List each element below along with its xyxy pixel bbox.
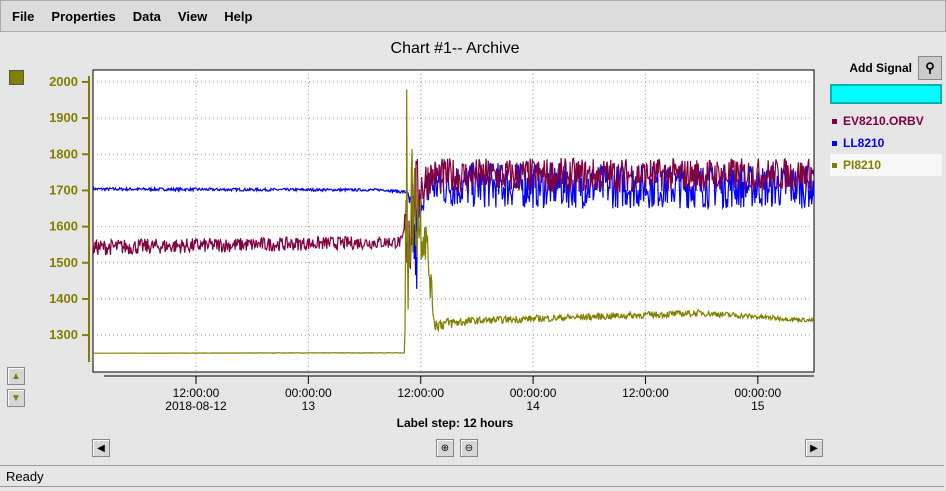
x-tick-label: 12:00:00 [622,386,669,400]
arrow-down-icon: ▼ [11,392,21,404]
y-tick-label: 1600 [49,219,78,234]
legend-item-ev8210[interactable]: EV8210.ORBV [830,110,942,132]
zoom-out-button[interactable]: ⊖ [460,439,478,457]
signal-input[interactable] [830,84,942,104]
y-tick-label: 2000 [49,74,78,89]
legend-marker [832,140,837,146]
zoom-in-icon: ⊕ [440,442,450,454]
y-tick-label: 1500 [49,255,78,270]
y-tick-label: 1800 [49,146,78,161]
x-tick-date-label: 14 [526,399,540,413]
status-bar: Ready [0,465,944,487]
y-tick-label: 1300 [49,327,78,342]
series-line-pi8210 [93,89,815,354]
legend-marker [832,162,837,168]
x-tick-label: 12:00:00 [173,386,220,400]
y-tick-label: 1400 [49,291,78,306]
menu-help[interactable]: Help [224,8,253,24]
menu-file[interactable]: File [12,8,35,24]
scroll-down-button[interactable]: ▼ [7,389,25,407]
series-line-ll8210 [92,162,815,289]
x-tick-date-label: 2018-08-12 [165,399,227,413]
legend-label: EV8210.ORBV [843,114,924,128]
legend-item-pi8210[interactable]: PI8210 [830,154,942,176]
pan-left-button[interactable]: ◀ [92,439,110,457]
legend-label: PI8210 [843,158,882,172]
x-tick-label: 12:00:00 [397,386,444,400]
signal-panel: Add Signal ⚲ EV8210.ORBV LL8210 PI8210 [830,56,942,176]
arrow-left-icon: ◀ [97,442,105,454]
x-tick-label: 00:00:00 [510,386,557,400]
menu-bar: File Properties Data View Help [0,0,946,32]
legend-label: LL8210 [843,136,885,150]
arrow-right-icon: ▶ [810,442,818,454]
add-signal-label: Add Signal [849,61,912,75]
x-tick-date-label: 15 [751,399,765,413]
scroll-up-button[interactable]: ▲ [7,367,25,385]
x-tick-date-label: 13 [302,399,316,413]
binoculars-icon: ⚲ [925,60,935,75]
y-tick-label: 1900 [49,110,78,125]
legend-item-ll8210[interactable]: LL8210 [830,132,942,154]
legend-marker [832,118,837,124]
series-line-ev8210-orbv [92,157,815,269]
x-tick-label: 00:00:00 [734,386,781,400]
zoom-out-icon: ⊖ [464,442,474,454]
plot-area [92,69,815,373]
menu-view[interactable]: View [177,8,208,24]
menu-properties[interactable]: Properties [51,8,116,24]
axis-color-swatch[interactable] [9,70,24,85]
find-signal-button[interactable]: ⚲ [918,56,942,80]
menu-data[interactable]: Data [132,8,161,24]
chart-title: Chart #1-- Archive [390,40,520,57]
x-axis-label: Label step: 12 hours [397,416,514,430]
y-tick-label: 1700 [49,182,78,197]
arrow-up-icon: ▲ [11,370,21,382]
pan-right-button[interactable]: ▶ [805,439,823,457]
zoom-in-button[interactable]: ⊕ [436,439,454,457]
x-tick-label: 00:00:00 [285,386,332,400]
